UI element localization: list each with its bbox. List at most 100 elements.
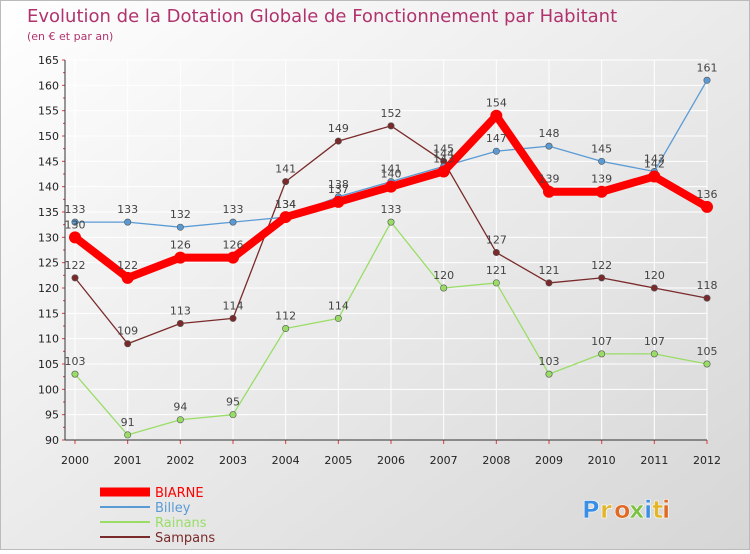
logo-letter: r bbox=[600, 496, 612, 524]
x-tick-label: 2007 bbox=[430, 454, 458, 467]
legend-label-rainans: Rainans bbox=[155, 516, 207, 531]
data-label-billey: 148 bbox=[539, 127, 560, 140]
data-label-sampans: 120 bbox=[644, 269, 665, 282]
data-point-rainans bbox=[282, 325, 290, 333]
x-tick-label: 2010 bbox=[588, 454, 616, 467]
data-label-rainans: 121 bbox=[486, 264, 507, 277]
data-point-billey bbox=[492, 147, 500, 155]
data-point-sampans bbox=[176, 319, 184, 327]
data-label-rainans: 114 bbox=[328, 299, 349, 312]
legend-label-billey: Billey bbox=[155, 501, 191, 516]
data-label-sampans: 114 bbox=[223, 299, 244, 312]
data-label-billey: 147 bbox=[486, 132, 507, 145]
legend-label-biarne: BIARNE bbox=[155, 486, 204, 501]
y-tick-label: 160 bbox=[38, 79, 59, 92]
data-point-sampans bbox=[124, 340, 132, 348]
x-tick-label: 2009 bbox=[535, 454, 563, 467]
data-label-biarne: 137 bbox=[328, 183, 349, 196]
logo-letter: x bbox=[629, 496, 645, 524]
data-point-sampans bbox=[703, 294, 711, 302]
logo-letter: t bbox=[652, 496, 663, 524]
data-label-sampans: 149 bbox=[328, 122, 349, 135]
data-label-sampans: 121 bbox=[539, 264, 560, 277]
data-label-rainans: 107 bbox=[644, 335, 665, 348]
y-tick-label: 90 bbox=[45, 434, 59, 447]
data-label-biarne: 134 bbox=[275, 198, 296, 211]
axis-layer: 90 95 100 105 110 115 120 125 130 135 140 145 150 155… bbox=[38, 54, 721, 467]
y-tick-label: 165 bbox=[38, 54, 59, 67]
data-label-rainans: 112 bbox=[275, 310, 296, 323]
x-tick-label: 2002 bbox=[166, 454, 194, 467]
y-tick-label: 155 bbox=[38, 105, 59, 118]
data-point-rainans bbox=[598, 350, 606, 358]
y-tick-label: 115 bbox=[38, 307, 59, 320]
data-label-billey: 133 bbox=[223, 203, 244, 216]
series-layer bbox=[69, 76, 713, 439]
y-tick-label: 125 bbox=[38, 257, 59, 270]
logo-letter: o bbox=[614, 496, 631, 524]
data-point-biarne bbox=[701, 200, 713, 213]
data-label-rainans: 95 bbox=[226, 396, 240, 409]
data-label-biarne: 140 bbox=[381, 168, 402, 181]
y-tick-label: 145 bbox=[38, 155, 59, 168]
data-label-rainans: 103 bbox=[539, 355, 560, 368]
data-label-biarne: 126 bbox=[170, 239, 191, 252]
data-point-sampans bbox=[545, 279, 553, 287]
data-point-rainans bbox=[176, 416, 184, 424]
logo-letter: i bbox=[662, 496, 670, 524]
data-label-sampans: 118 bbox=[697, 279, 718, 292]
x-tick-label: 2000 bbox=[61, 454, 89, 467]
x-tick-label: 2008 bbox=[482, 454, 510, 467]
data-point-biarne bbox=[121, 271, 134, 284]
data-point-biarne bbox=[595, 185, 608, 198]
data-label-rainans: 133 bbox=[381, 203, 402, 216]
data-label-billey: 161 bbox=[697, 61, 718, 74]
legend-label-sampans: Sampans bbox=[155, 531, 215, 546]
label-layer: 122 109 113 114 141 149 152 145 127 121 122 120 118 1… bbox=[65, 61, 718, 429]
data-point-sampans bbox=[650, 284, 658, 292]
x-tick-label: 2006 bbox=[377, 454, 405, 467]
data-point-billey bbox=[176, 223, 184, 231]
data-label-sampans: 152 bbox=[381, 107, 402, 120]
data-label-biarne: 139 bbox=[591, 173, 612, 186]
data-label-rainans: 94 bbox=[173, 401, 187, 414]
x-tick-label: 2003 bbox=[219, 454, 247, 467]
data-label-biarne: 154 bbox=[486, 97, 507, 110]
data-point-sampans bbox=[387, 122, 395, 130]
y-tick-label: 95 bbox=[45, 409, 59, 422]
data-label-biarne: 142 bbox=[644, 158, 665, 171]
data-point-rainans bbox=[545, 370, 553, 378]
data-label-sampans: 109 bbox=[117, 325, 138, 338]
logo-letter: i bbox=[644, 496, 652, 524]
data-label-sampans: 122 bbox=[65, 259, 86, 272]
data-point-biarne bbox=[227, 251, 239, 264]
x-tick-label: 2001 bbox=[114, 454, 142, 467]
data-point-biarne bbox=[332, 195, 345, 208]
data-point-rainans bbox=[124, 431, 132, 439]
data-point-rainans bbox=[71, 370, 79, 378]
y-tick-label: 100 bbox=[38, 383, 59, 396]
y-tick-label: 130 bbox=[38, 231, 59, 244]
data-point-biarne bbox=[174, 251, 187, 264]
y-tick-label: 120 bbox=[38, 282, 59, 295]
data-point-biarne bbox=[543, 185, 555, 198]
data-point-billey bbox=[124, 218, 132, 226]
data-point-rainans bbox=[650, 350, 658, 358]
x-tick-label: 2012 bbox=[693, 454, 721, 467]
data-point-rainans bbox=[440, 284, 448, 292]
data-point-sampans bbox=[229, 314, 237, 322]
data-label-billey: 138 bbox=[328, 178, 349, 191]
data-label-biarne: 136 bbox=[697, 188, 718, 201]
data-label-biarne: 143 bbox=[433, 152, 454, 165]
data-point-sampans bbox=[282, 178, 290, 186]
data-point-rainans bbox=[334, 314, 342, 322]
data-label-biarne: 122 bbox=[117, 259, 138, 272]
x-tick-label: 2004 bbox=[272, 454, 300, 467]
data-label-biarne: 126 bbox=[223, 239, 244, 252]
data-label-billey: 145 bbox=[591, 142, 612, 155]
y-tick-label: 105 bbox=[38, 358, 59, 371]
data-point-biarne bbox=[490, 109, 503, 122]
data-label-billey: 132 bbox=[170, 208, 191, 221]
